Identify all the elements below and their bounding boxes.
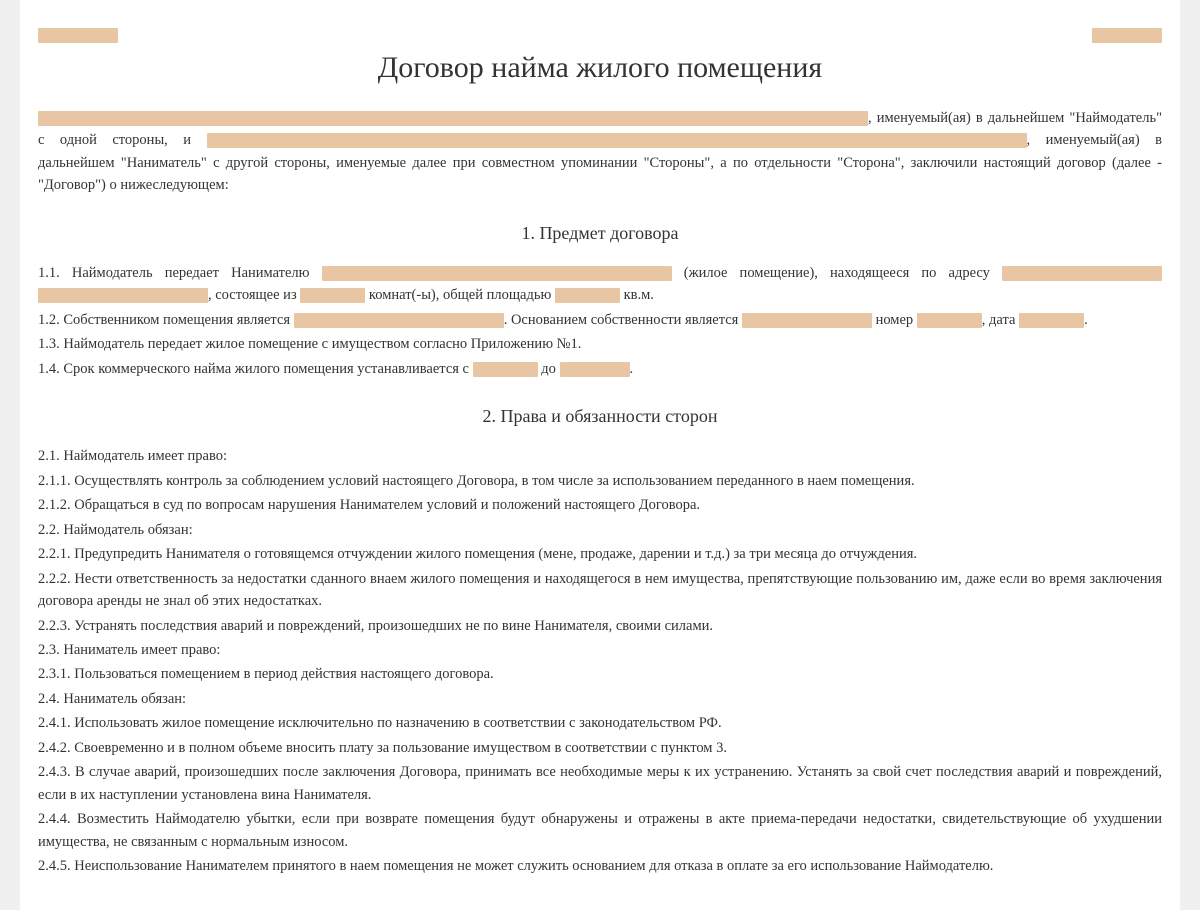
clause-1-4: 1.4. Срок коммерческого найма жилого пом… (38, 358, 1162, 380)
c1-1-mid3: комнат(-ы), общей площадью (365, 287, 555, 303)
clause-2-3: 2.3. Наниматель имеет право: (38, 639, 1162, 661)
c1-4-pre: 1.4. Срок коммерческого найма жилого пом… (38, 361, 473, 377)
clause-2-4: 2.4. Наниматель обязан: (38, 688, 1162, 710)
blank-address-2 (38, 288, 208, 303)
blank-tenant-name (207, 133, 1027, 148)
section-2-heading: 2. Права и обязанности сторон (38, 406, 1162, 427)
blank-term-start (473, 362, 538, 377)
preamble: , именуемый(ая) в дальнейшем "Наймодател… (38, 107, 1162, 197)
clause-1-1: 1.1. Наймодатель передает Нанимателю (жи… (38, 262, 1162, 307)
blank-rooms (300, 288, 365, 303)
blank-date (1092, 28, 1162, 43)
c1-4-mid: до (538, 361, 560, 377)
blank-term-end (560, 362, 630, 377)
blank-owner (294, 313, 504, 328)
c1-2-mid: . Основанием собственности является (504, 312, 742, 328)
blank-area (555, 288, 620, 303)
clause-2-4-2: 2.4.2. Своевременно и в полном объеме вн… (38, 737, 1162, 759)
contract-title: Договор найма жилого помещения (38, 51, 1162, 85)
clause-2-2-2: 2.2.2. Нести ответственность за недостат… (38, 568, 1162, 613)
header-row (38, 28, 1162, 43)
c1-1-mid2: , состоящее из (208, 287, 300, 303)
contract-page: Договор найма жилого помещения , именуем… (20, 0, 1180, 910)
clause-2-3-1: 2.3.1. Пользоваться помещением в период … (38, 663, 1162, 685)
blank-landlord-name (38, 111, 868, 126)
blank-doc-date (1019, 313, 1084, 328)
clause-2-1-1: 2.1.1. Осуществлять контроль за соблюден… (38, 470, 1162, 492)
clause-1-3: 1.3. Наймодатель передает жилое помещени… (38, 333, 1162, 355)
blank-address-1 (1002, 266, 1162, 281)
clause-2-2: 2.2. Наймодатель обязан: (38, 519, 1162, 541)
c1-1-end: кв.м. (620, 287, 654, 303)
blank-premises-desc (322, 266, 672, 281)
clause-2-1: 2.1. Наймодатель имеет право: (38, 445, 1162, 467)
c1-2-mid3: , дата (982, 312, 1019, 328)
clause-2-2-1: 2.2.1. Предупредить Нанимателя о готовящ… (38, 543, 1162, 565)
clause-2-4-4: 2.4.4. Возместить Наймодателю убытки, ес… (38, 808, 1162, 853)
c1-1-pre: 1.1. Наймодатель передает Нанимателю (38, 265, 322, 281)
clause-2-4-1: 2.4.1. Использовать жилое помещение искл… (38, 712, 1162, 734)
c1-2-mid2: номер (872, 312, 917, 328)
clause-2-4-5: 2.4.5. Неиспользование Нанимателем приня… (38, 855, 1162, 877)
c1-2-end: . (1084, 312, 1088, 328)
section-1-heading: 1. Предмет договора (38, 223, 1162, 244)
clause-2-2-3: 2.2.3. Устранять последствия аварий и по… (38, 615, 1162, 637)
blank-city (38, 28, 118, 43)
blank-basis (742, 313, 872, 328)
clause-1-2: 1.2. Собственником помещения является . … (38, 309, 1162, 331)
c1-4-end: . (630, 361, 634, 377)
clause-2-4-3: 2.4.3. В случае аварий, произошедших пос… (38, 761, 1162, 806)
blank-doc-number (917, 313, 982, 328)
c1-2-pre: 1.2. Собственником помещения является (38, 312, 294, 328)
clause-2-1-2: 2.1.2. Обращаться в суд по вопросам нару… (38, 494, 1162, 516)
c1-1-mid: (жилое помещение), находящееся по адресу (672, 265, 1002, 281)
